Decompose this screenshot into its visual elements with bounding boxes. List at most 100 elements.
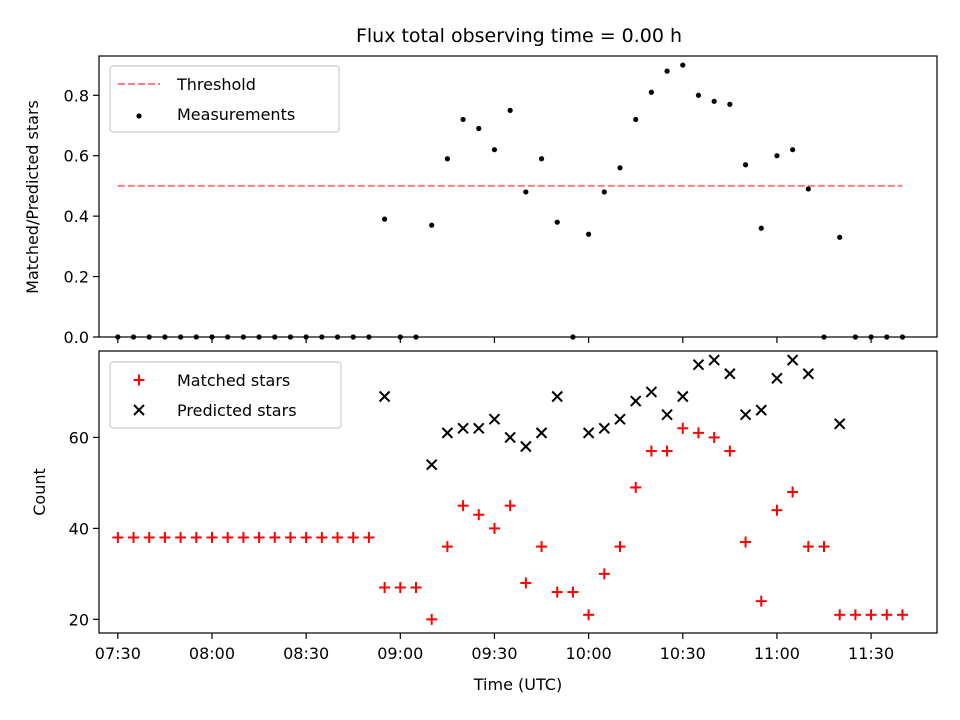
- predicted-star-point: [551, 390, 563, 403]
- legend-measurements-sample: [136, 113, 142, 119]
- measurement-point: [758, 225, 764, 231]
- measurement-point: [648, 89, 654, 95]
- bottom-y-tick-label: 20: [69, 610, 89, 629]
- measurement-point: [523, 189, 529, 195]
- predicted-star-point: [677, 390, 689, 403]
- matched-star-point: [441, 541, 453, 553]
- matched-star-point: [787, 486, 799, 498]
- matched-star-point: [567, 586, 579, 598]
- measurement-point: [664, 68, 670, 74]
- matched-star-point: [253, 531, 265, 543]
- matched-star-point: [598, 568, 610, 580]
- predicted-star-point: [425, 459, 438, 471]
- predicted-star-point: [802, 368, 815, 380]
- predicted-star-point: [520, 440, 532, 453]
- matched-star-point: [379, 582, 391, 594]
- bottom-x-tick-label: 10:30: [660, 644, 706, 663]
- matched-star-point: [755, 595, 767, 607]
- bottom-y-axis-title: Count: [30, 468, 49, 516]
- matched-star-point: [363, 531, 375, 543]
- measurement-point: [837, 234, 843, 240]
- predicted-star-point: [629, 395, 642, 407]
- matched-star-point: [128, 531, 140, 543]
- measurement-point: [444, 156, 450, 162]
- measurement-point: [586, 231, 592, 237]
- measurement-point: [633, 116, 639, 123]
- measurement-point: [554, 219, 560, 225]
- top-plot-frame: [98, 55, 938, 338]
- bottom-x-tick-label: 11:30: [848, 644, 894, 663]
- predicted-star-point: [661, 408, 673, 421]
- matched-star-point: [614, 541, 626, 553]
- top-y-tick-label: 0.0: [64, 328, 89, 347]
- matched-star-point: [881, 609, 893, 621]
- predicted-star-point: [645, 386, 658, 398]
- measurement-point: [790, 147, 796, 153]
- measurement-point: [476, 125, 482, 132]
- matched-star-point: [896, 609, 908, 621]
- bottom-x-ticks: 07:30 08:00 08:30 09:00 09:30 10:00 10:30 11:00…: [95, 633, 894, 663]
- matched-star-point: [724, 445, 736, 457]
- bottom-x-tick-label: 08:00: [189, 644, 235, 663]
- matched-star-point: [520, 577, 532, 589]
- matched-star-point: [818, 541, 830, 553]
- matched-star-point: [410, 582, 422, 594]
- legend-predicted-label: Predicted stars: [177, 401, 297, 420]
- measurement-point: [727, 101, 733, 107]
- measurement-point: [680, 62, 686, 68]
- matched-star-point: [284, 531, 296, 543]
- top-x-ticks: [117, 337, 872, 343]
- predicted-star-point: [378, 390, 391, 403]
- legend-matched-marker: [133, 374, 145, 386]
- legend-measurements-label: Measurements: [177, 105, 295, 124]
- bottom-plot-frame: [98, 350, 938, 634]
- bottom-x-tick-label: 09:30: [471, 644, 517, 663]
- bottom-x-tick-label: 11:00: [754, 644, 800, 663]
- measurement-point: [774, 153, 780, 159]
- bottom-y-ticks: 20 40 60: [69, 428, 99, 629]
- predicted-star-point: [833, 418, 846, 430]
- predicted-star-point: [724, 368, 736, 380]
- matched-star-point: [159, 531, 171, 543]
- measurement-point: [491, 147, 498, 153]
- matched-star-point: [175, 531, 187, 543]
- matched-star-point: [630, 481, 642, 493]
- bottom-y-tick-label: 40: [69, 519, 89, 538]
- predicted-star-point: [755, 404, 767, 416]
- bottom-x-tick-label: 09:00: [377, 644, 423, 663]
- matched-star-point: [740, 536, 752, 548]
- predicted-star-point: [692, 358, 705, 371]
- measurement-point: [382, 216, 388, 222]
- matched-star-point: [771, 504, 783, 516]
- matched-star-point: [504, 500, 516, 512]
- predicted-star-point: [614, 413, 626, 425]
- predicted-star-point: [771, 372, 783, 384]
- matched-star-point: [488, 522, 500, 534]
- matched-star-point: [426, 613, 438, 625]
- measurement-point: [617, 165, 623, 171]
- matched-star-point: [849, 609, 861, 621]
- bottom-legend: Matched stars Predicted stars: [109, 361, 342, 429]
- matched-star-point: [473, 509, 485, 521]
- top-legend: Threshold Measurements: [109, 65, 340, 133]
- top-y-tick-label: 0.4: [64, 207, 89, 226]
- matched-star-point: [802, 541, 814, 553]
- measurement-point: [429, 222, 435, 228]
- matched-star-point: [645, 445, 657, 457]
- measurement-point: [460, 116, 466, 123]
- matched-star-point: [536, 541, 548, 553]
- matched-star-point: [865, 609, 877, 621]
- matched-star-point: [316, 531, 328, 543]
- bottom-x-tick-label: 08:30: [283, 644, 329, 663]
- predicted-star-point: [488, 413, 501, 425]
- matched-star-point: [143, 531, 155, 543]
- matched-star-point: [269, 531, 281, 543]
- measurement-point: [805, 186, 811, 192]
- bottom-panel: 20 40 60 07:30 08:00 08:30 09:00 09:30 10:00 10:…: [30, 350, 938, 694]
- measurement-point: [538, 156, 545, 162]
- measurement-point: [695, 92, 702, 98]
- predicted-star-point: [504, 431, 516, 444]
- bottom-x-tick-label: 10:00: [566, 644, 612, 663]
- legend-threshold-label: Threshold: [176, 75, 256, 94]
